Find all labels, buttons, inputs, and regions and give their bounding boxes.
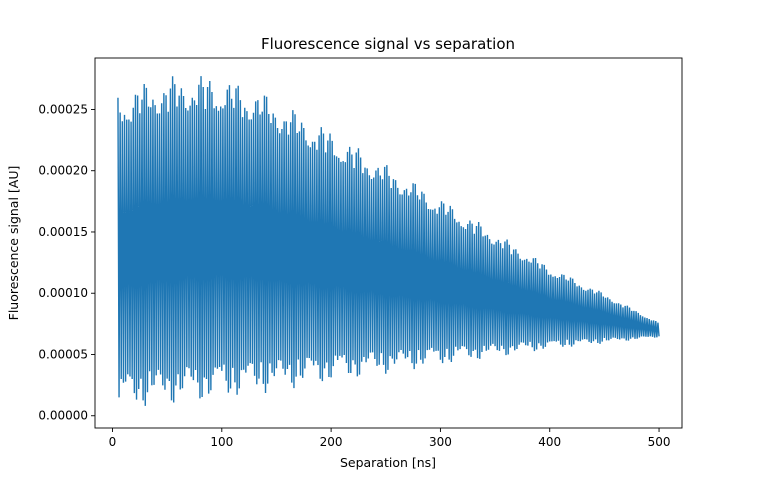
x-tick-label: 0 (109, 435, 117, 449)
y-axis-label: Fluorescence signal [AU] (6, 166, 21, 321)
x-axis: 0 100 200 300 400 500 (109, 428, 671, 449)
y-tick-label: 0.00025 (38, 102, 88, 116)
axes-frame (94, 57, 683, 429)
y-tick-label: 0.00020 (38, 164, 88, 178)
y-tick-label: 0.00010 (38, 286, 88, 300)
chart-title: Fluorescence signal vs separation (261, 35, 515, 53)
x-tick-label: 400 (538, 435, 561, 449)
y-axis: 0.00000 0.00005 0.00010 0.00015 0.00020 0.000… (38, 102, 95, 423)
x-axis-label: Separation [ns] (340, 455, 436, 470)
series-line (117, 76, 660, 406)
x-tick-label: 100 (210, 435, 233, 449)
x-tick-label: 500 (648, 435, 671, 449)
x-tick-label: 300 (429, 435, 452, 449)
plot-area (117, 76, 660, 406)
y-tick-label: 0.00005 (38, 347, 88, 361)
y-tick-label: 0.00000 (38, 409, 88, 423)
y-tick-label: 0.00015 (38, 225, 88, 239)
x-tick-label: 200 (320, 435, 343, 449)
